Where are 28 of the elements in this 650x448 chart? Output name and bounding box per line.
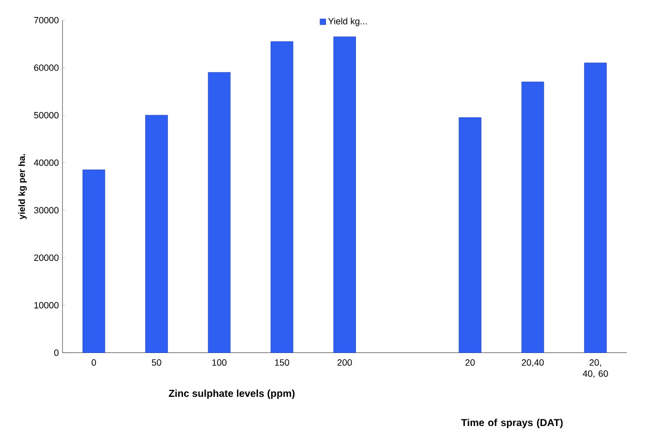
y-tick-label: 30000: [34, 206, 59, 214]
y-tick-label: 10000: [34, 302, 59, 308]
y-tick-label: 70000: [34, 16, 59, 24]
y-tick-label: 40000: [34, 159, 59, 166]
x-tick-label: 20, 40, 60: [582, 359, 608, 378]
bar: [270, 41, 294, 353]
y-tick-label: 60000: [34, 64, 59, 71]
bar: [458, 117, 482, 353]
x-axis-title: Zinc sulphate levels (ppm): [168, 389, 295, 399]
bar: [521, 81, 544, 353]
x-tick-label: 200: [338, 359, 352, 366]
y-tick-label: 20000: [34, 254, 59, 261]
y-tick-label: 50000: [34, 112, 59, 118]
x-tick-label: 150: [275, 359, 290, 366]
y-axis-title: yield kg per ha.: [18, 154, 27, 220]
bar: [333, 36, 356, 353]
x-tick-label: 100: [212, 359, 226, 366]
x-tick-label: 20: [465, 359, 475, 366]
text: Time of sprays (DAT): [461, 418, 563, 428]
bar: [145, 114, 168, 353]
bar: [82, 169, 106, 353]
x-tick-label: 0: [92, 359, 96, 366]
bar: [208, 72, 231, 353]
x-tick-label: 20,40: [522, 359, 544, 367]
y-tick-label: 0: [54, 349, 59, 356]
legend-label: Yield kg...: [328, 18, 367, 26]
bar: [584, 62, 607, 353]
x-tick-label: 50: [152, 359, 162, 366]
